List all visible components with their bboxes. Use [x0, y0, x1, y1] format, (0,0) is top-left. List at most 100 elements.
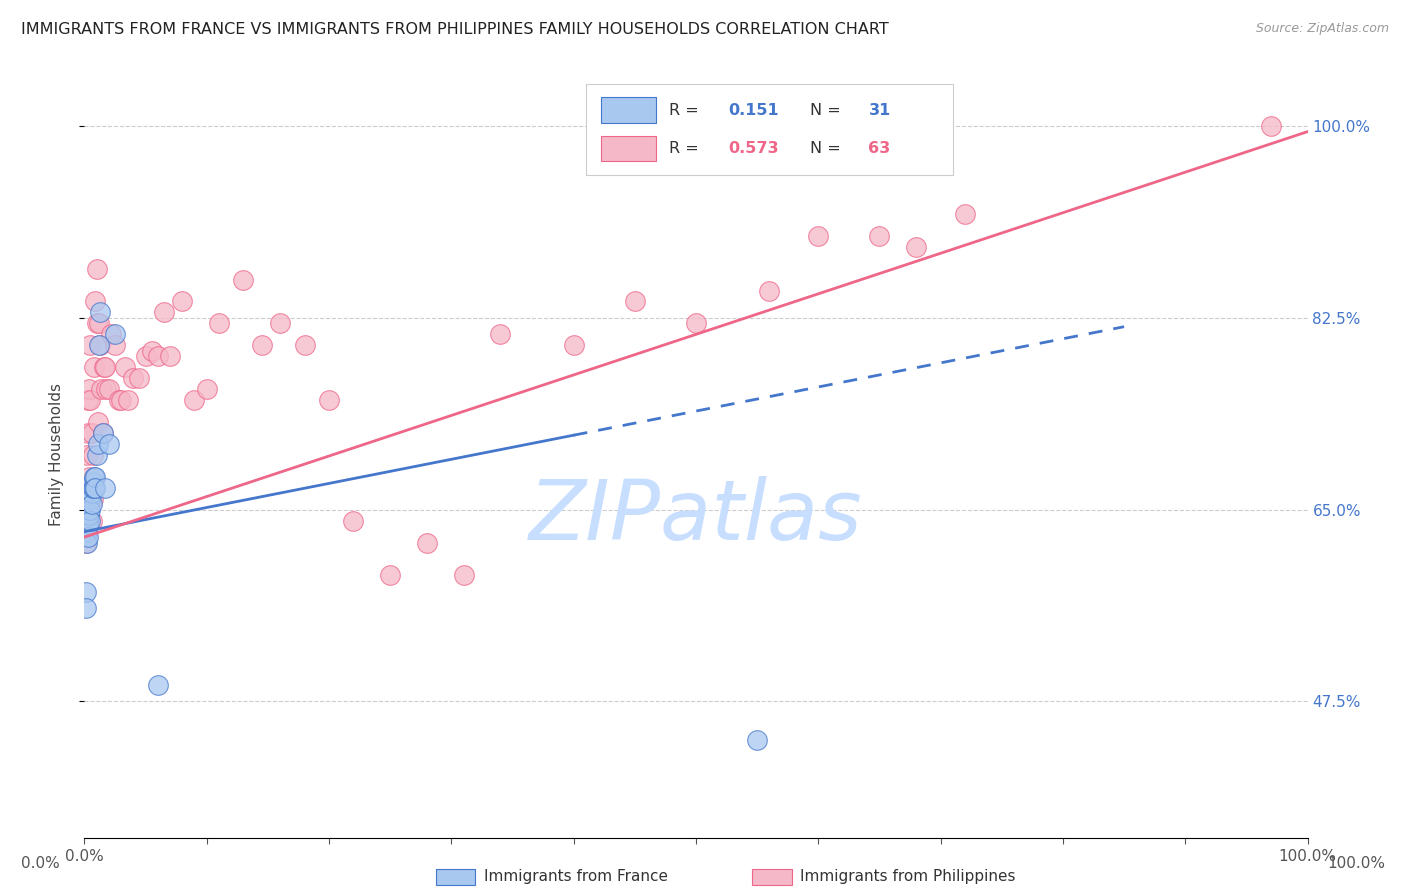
- Text: 0.151: 0.151: [728, 103, 779, 118]
- Point: [453, 568, 475, 582]
- Point: [79, 338, 101, 352]
- Point: [183, 393, 205, 408]
- Point: [104, 327, 127, 342]
- Text: N =: N =: [810, 141, 845, 156]
- Point: [91, 425, 114, 440]
- Text: IMMIGRANTS FROM FRANCE VS IMMIGRANTS FROM PHILIPPINES FAMILY HOUSEHOLDS CORRELAT: IMMIGRANTS FROM FRANCE VS IMMIGRANTS FRO…: [21, 22, 889, 37]
- Point: [84, 294, 107, 309]
- Point: [77, 425, 100, 440]
- Point: [79, 393, 101, 408]
- Point: [97, 382, 120, 396]
- Point: [685, 317, 707, 331]
- Point: [146, 349, 169, 363]
- Point: [97, 437, 120, 451]
- Point: [905, 240, 928, 254]
- Point: [79, 514, 101, 528]
- Point: [76, 448, 98, 462]
- Point: [141, 343, 163, 358]
- Point: [84, 470, 107, 484]
- Point: [416, 535, 439, 549]
- Point: [76, 502, 98, 516]
- Point: [96, 382, 118, 396]
- Point: [747, 732, 769, 747]
- Text: 31: 31: [869, 103, 890, 118]
- Point: [758, 284, 780, 298]
- Point: [82, 475, 104, 490]
- Point: [562, 338, 585, 352]
- Point: [86, 448, 108, 462]
- Point: [86, 317, 108, 331]
- Text: 0.573: 0.573: [728, 141, 779, 156]
- Point: [86, 261, 108, 276]
- Point: [87, 317, 110, 331]
- Point: [1260, 119, 1282, 133]
- Point: [250, 338, 273, 352]
- Point: [83, 481, 105, 495]
- Point: [107, 393, 129, 408]
- Point: [380, 568, 402, 582]
- Point: [80, 486, 103, 500]
- Point: [117, 393, 139, 408]
- Point: [82, 491, 104, 506]
- Point: [77, 519, 100, 533]
- Y-axis label: Family Households: Family Households: [49, 384, 63, 526]
- Text: Source: ZipAtlas.com: Source: ZipAtlas.com: [1256, 22, 1389, 36]
- Point: [94, 360, 117, 375]
- Text: N =: N =: [810, 103, 845, 118]
- Point: [77, 530, 100, 544]
- Point: [100, 327, 122, 342]
- Point: [80, 497, 103, 511]
- Point: [110, 393, 132, 408]
- Point: [172, 294, 194, 309]
- Point: [82, 448, 104, 462]
- Point: [869, 228, 891, 243]
- Point: [153, 305, 176, 319]
- Bar: [600, 97, 655, 123]
- Point: [94, 481, 117, 495]
- Point: [77, 508, 100, 523]
- Point: [87, 415, 110, 429]
- Point: [77, 491, 100, 506]
- Point: [87, 338, 110, 352]
- Text: R =: R =: [669, 103, 704, 118]
- Point: [89, 338, 111, 352]
- Text: 0.0%: 0.0%: [21, 856, 60, 871]
- Point: [104, 338, 127, 352]
- Point: [83, 360, 105, 375]
- Point: [114, 360, 136, 375]
- Point: [122, 371, 145, 385]
- Text: Immigrants from Philippines: Immigrants from Philippines: [800, 870, 1015, 884]
- FancyBboxPatch shape: [586, 85, 953, 175]
- Point: [624, 294, 647, 309]
- Point: [76, 535, 98, 549]
- Point: [79, 502, 101, 516]
- Point: [159, 349, 181, 363]
- Point: [75, 601, 97, 615]
- Point: [84, 481, 107, 495]
- Point: [80, 514, 103, 528]
- Point: [93, 360, 115, 375]
- Point: [87, 437, 110, 451]
- Point: [489, 327, 512, 342]
- Point: [90, 382, 112, 396]
- Point: [82, 481, 104, 495]
- Point: [89, 305, 111, 319]
- Point: [128, 371, 150, 385]
- Point: [77, 514, 100, 528]
- Point: [953, 207, 976, 221]
- Point: [83, 470, 105, 484]
- Point: [75, 585, 97, 599]
- Point: [76, 524, 98, 539]
- Point: [294, 338, 316, 352]
- Point: [232, 272, 254, 286]
- Point: [146, 678, 169, 692]
- Text: 100.0%: 100.0%: [1327, 856, 1385, 871]
- Point: [77, 502, 100, 516]
- Point: [91, 425, 114, 440]
- Bar: [600, 136, 655, 161]
- Text: ZIPatlas: ZIPatlas: [529, 475, 863, 557]
- Point: [318, 393, 340, 408]
- Point: [75, 535, 97, 549]
- Point: [342, 514, 364, 528]
- Text: 63: 63: [869, 141, 890, 156]
